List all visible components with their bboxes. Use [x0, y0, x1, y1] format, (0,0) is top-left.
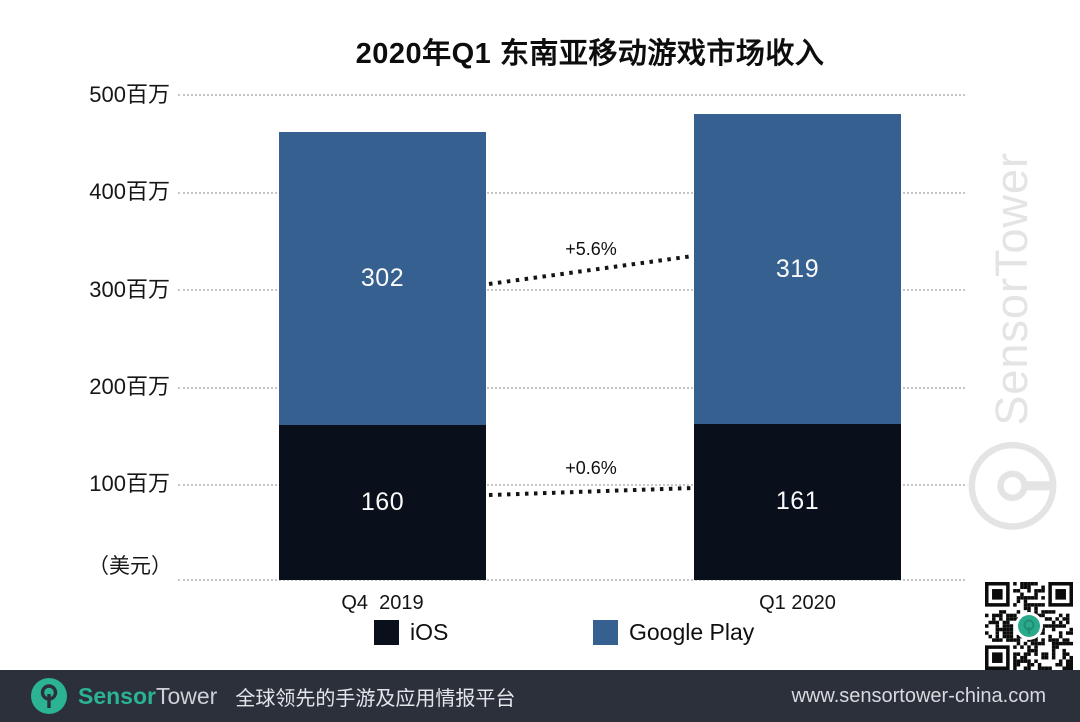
- gridline-baseline: [178, 579, 965, 581]
- gridline-100m: [178, 484, 965, 486]
- gridline-500m: [178, 94, 965, 96]
- y-tick-400m: 400百万: [89, 179, 170, 204]
- y-tick-500m: 500百万: [89, 82, 170, 107]
- bar-q1-2020-ios: 161: [694, 423, 901, 580]
- bar-q4-2019-google-play: 302: [279, 131, 486, 425]
- gridline-400m: [178, 192, 965, 194]
- y-tick-300m: 300百万: [89, 277, 170, 302]
- qr-code: [985, 582, 1073, 670]
- legend-item-ios: iOS: [374, 619, 448, 646]
- bar-q1-2020-google-play: 319: [694, 114, 901, 424]
- gridline-200m: [178, 387, 965, 389]
- footer-brand: SensorTower: [30, 677, 217, 715]
- y-tick-200m: 200百万: [89, 374, 170, 399]
- brand-watermark: SensorTower: [962, 152, 1062, 532]
- bar-value-label: 161: [775, 487, 820, 516]
- bar-q4-2019-ios: 160: [279, 424, 486, 580]
- growth-label-ios: +0.6%: [565, 458, 617, 478]
- watermark-text: SensorTower: [986, 152, 1037, 426]
- legend-label-ios: iOS: [410, 619, 449, 645]
- bar-value-label: 302: [360, 263, 405, 292]
- legend-label-google-play: Google Play: [629, 619, 755, 645]
- sensortower-logo-watermark-icon: [968, 441, 1056, 530]
- legend-swatch-ios: [374, 620, 399, 645]
- x-tick-q1-2020: Q1 2020: [759, 592, 836, 614]
- y-tick-100m: 100百万: [89, 471, 170, 496]
- y-axis-unit-label: （美元）: [88, 555, 172, 578]
- legend-item-google-play: Google Play: [593, 619, 754, 646]
- growth-label-google-play: +5.6%: [565, 239, 617, 259]
- chart-title: 2020年Q1 东南亚移动游戏市场收入: [355, 38, 825, 70]
- sensortower-logo-icon: [31, 678, 67, 714]
- brand-sensor: Sensor: [78, 682, 156, 709]
- bar-value-label: 160: [360, 487, 405, 516]
- brand-tower: Tower: [155, 682, 218, 709]
- footer-website: www.sensortower-china.com: [791, 684, 1046, 707]
- footer-brand-text: SensorTower: [78, 683, 217, 710]
- bar-value-label: 319: [775, 254, 820, 283]
- footer-tagline: 全球领先的手游及应用情报平台: [235, 687, 516, 710]
- legend-swatch-google-play: [593, 620, 618, 645]
- gridline-300m: [178, 289, 965, 291]
- footer-bar: SensorTower 全球领先的手游及应用情报平台 www.sensortow…: [0, 670, 1080, 722]
- x-tick-q4-2019: Q4 2019: [341, 592, 424, 614]
